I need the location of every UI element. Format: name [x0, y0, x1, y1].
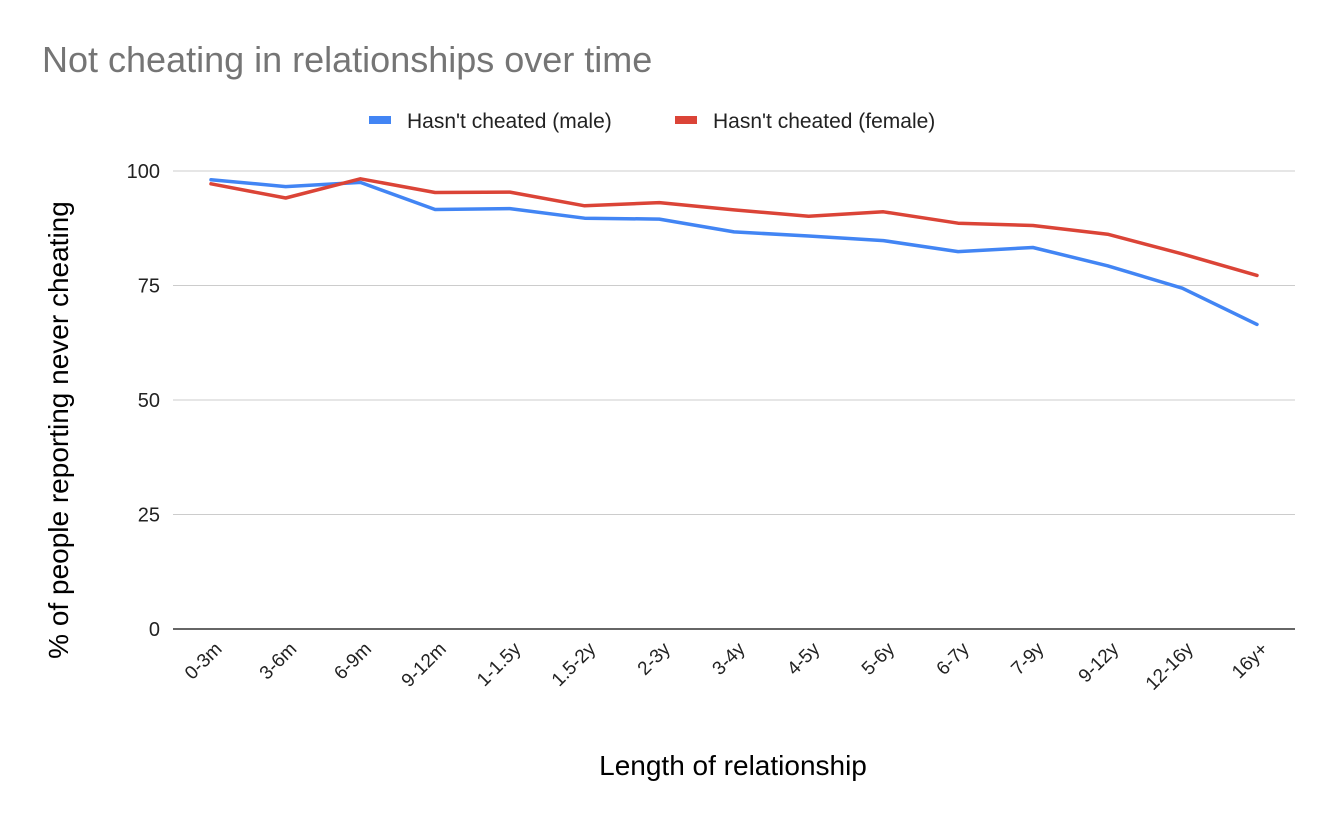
- y-tick-label: 25: [138, 505, 160, 527]
- chart-title: Not cheating in relationships over time: [42, 39, 652, 80]
- legend-label-female: Hasn't cheated (female): [713, 110, 935, 133]
- y-tick-label: 75: [138, 276, 160, 298]
- x-tick-label: 16y+: [1228, 639, 1272, 683]
- x-tick-label: 6-7y: [933, 638, 974, 679]
- series-lines: [209, 177, 1259, 327]
- x-axis-ticks: 0-3m 3-6m 6-9m 9-12m 1-1.5y 1.5-2y 2-3y 3-4y 4-5…: [181, 638, 1272, 694]
- y-tick-label: 0: [149, 619, 160, 641]
- x-tick-label: 6-9m: [330, 639, 375, 684]
- x-tick-label: 1.5-2y: [548, 638, 601, 691]
- x-tick-label: 3-6m: [256, 639, 301, 684]
- series-line-male[interactable]: [209, 177, 1259, 327]
- x-tick-label: 9-12y: [1075, 638, 1124, 687]
- legend-swatch-female: [675, 116, 697, 124]
- x-tick-label: 3-4y: [709, 638, 750, 679]
- y-tick-label: 100: [127, 161, 160, 183]
- gridlines: [173, 170, 1295, 630]
- x-tick-label: 0-3m: [181, 639, 226, 684]
- legend-item-female[interactable]: Hasn't cheated (female): [675, 110, 935, 133]
- y-axis-ticks: 0 25 50 75 100: [127, 161, 160, 641]
- x-tick-label: 5-6y: [858, 638, 899, 679]
- x-tick-label: 1-1.5y: [473, 638, 526, 691]
- y-tick-label: 50: [138, 390, 160, 412]
- x-axis-title: Length of relationship: [599, 750, 867, 781]
- x-tick-label: 9-12m: [398, 639, 451, 692]
- legend-item-male[interactable]: Hasn't cheated (male): [369, 110, 612, 133]
- legend-label-male: Hasn't cheated (male): [407, 110, 612, 133]
- y-axis-title: % of people reporting never cheating: [43, 201, 74, 659]
- x-tick-label: 7-9y: [1007, 638, 1048, 679]
- x-tick-label: 4-5y: [783, 638, 824, 679]
- legend-swatch-male: [369, 116, 391, 124]
- x-tick-label: 2-3y: [634, 638, 675, 679]
- series-line-female[interactable]: [209, 177, 1259, 278]
- legend: Hasn't cheated (male) Hasn't cheated (fe…: [369, 110, 935, 133]
- x-tick-label: 12-16y: [1142, 638, 1198, 694]
